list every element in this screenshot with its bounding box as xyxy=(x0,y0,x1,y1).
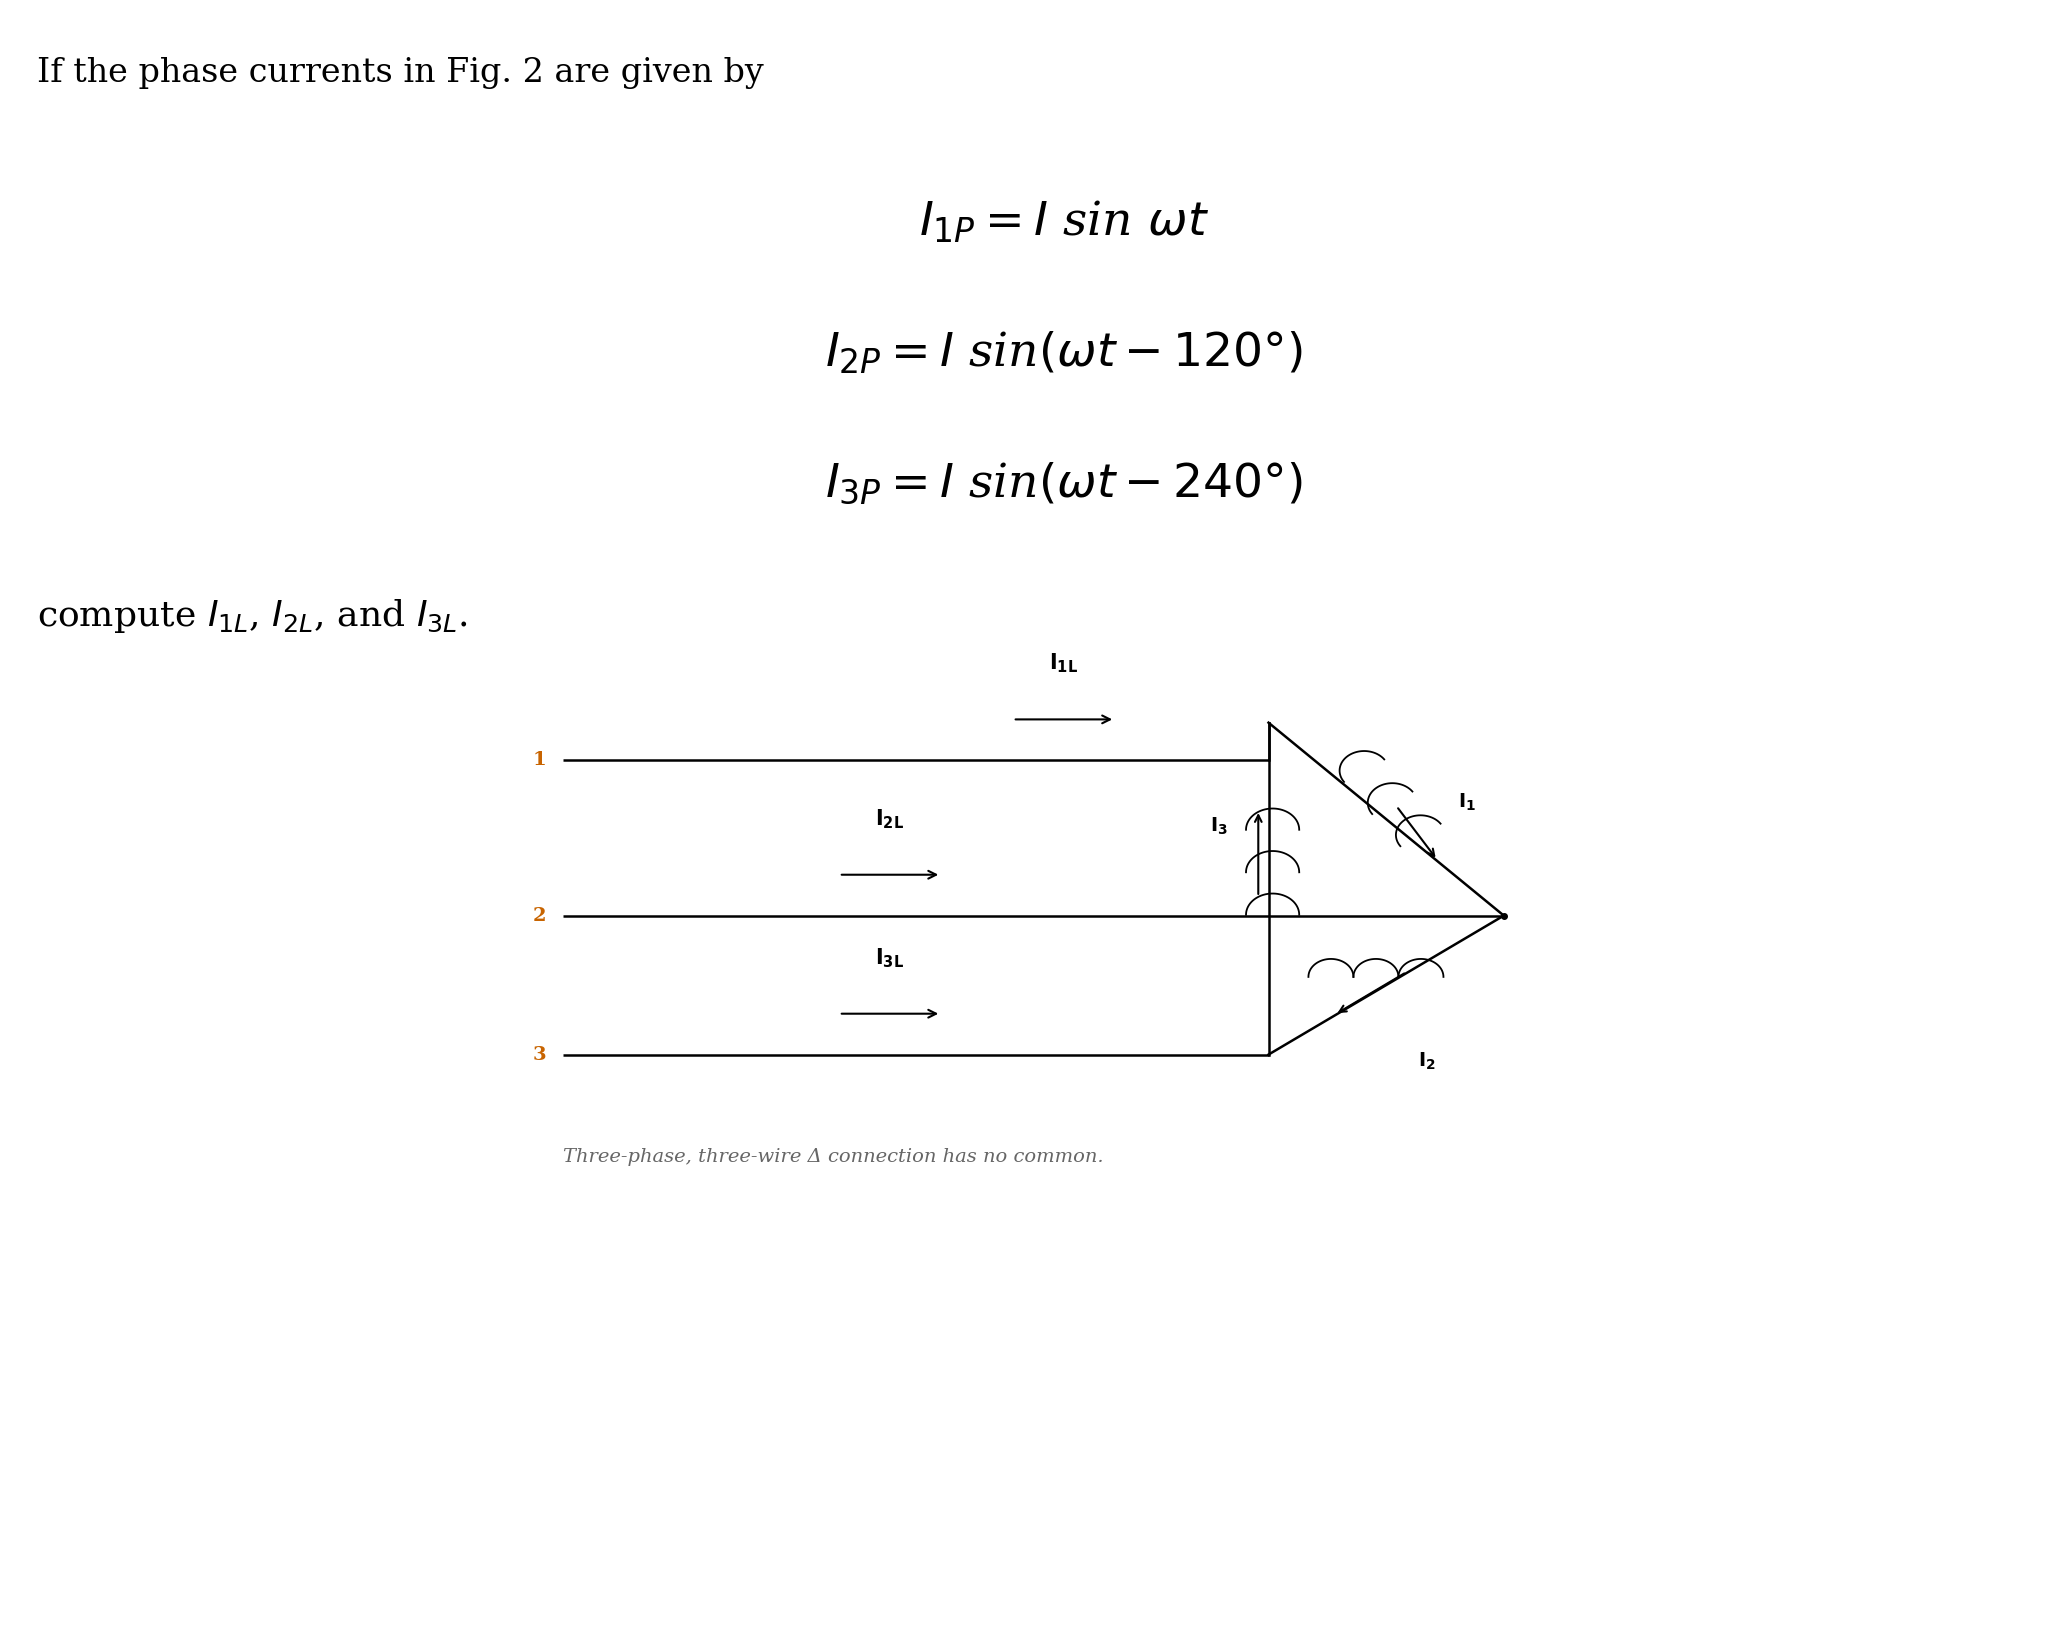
Text: If the phase currents in Fig. 2 are given by: If the phase currents in Fig. 2 are give… xyxy=(37,57,763,90)
Text: $\mathbf{I_{3L}}$: $\mathbf{I_{3L}}$ xyxy=(876,947,904,970)
Text: $\mathbf{I_3}$: $\mathbf{I_3}$ xyxy=(1209,816,1228,837)
Text: $\mathbf{I_1}$: $\mathbf{I_1}$ xyxy=(1457,791,1475,814)
Text: 3: 3 xyxy=(532,1045,546,1064)
Text: compute $\mathit{I}_{1L}$, $\mathit{I}_{2L}$, and $\mathit{I}_{3L}$.: compute $\mathit{I}_{1L}$, $\mathit{I}_{… xyxy=(37,597,466,634)
Text: $\mathbf{I_{1L}}$: $\mathbf{I_{1L}}$ xyxy=(1050,652,1078,675)
Text: $\mathbf{I_2}$: $\mathbf{I_2}$ xyxy=(1418,1051,1436,1073)
Text: $I_{2P} = I\ \mathregular{sin}(\omega t - 120°)$: $I_{2P} = I\ \mathregular{sin}(\omega t … xyxy=(825,330,1303,376)
Text: Three-phase, three-wire Δ connection has no common.: Three-phase, three-wire Δ connection has… xyxy=(563,1148,1103,1166)
Text: $I_{3P} = I\ \mathregular{sin}(\omega t - 240°)$: $I_{3P} = I\ \mathregular{sin}(\omega t … xyxy=(825,461,1303,507)
Text: 1: 1 xyxy=(532,750,546,770)
Text: 2: 2 xyxy=(532,906,546,925)
Text: $\mathbf{I_{2L}}$: $\mathbf{I_{2L}}$ xyxy=(876,808,904,831)
Text: $I_{1P} = I\ \mathregular{sin}\ \omega t$: $I_{1P} = I\ \mathregular{sin}\ \omega t… xyxy=(919,199,1209,245)
